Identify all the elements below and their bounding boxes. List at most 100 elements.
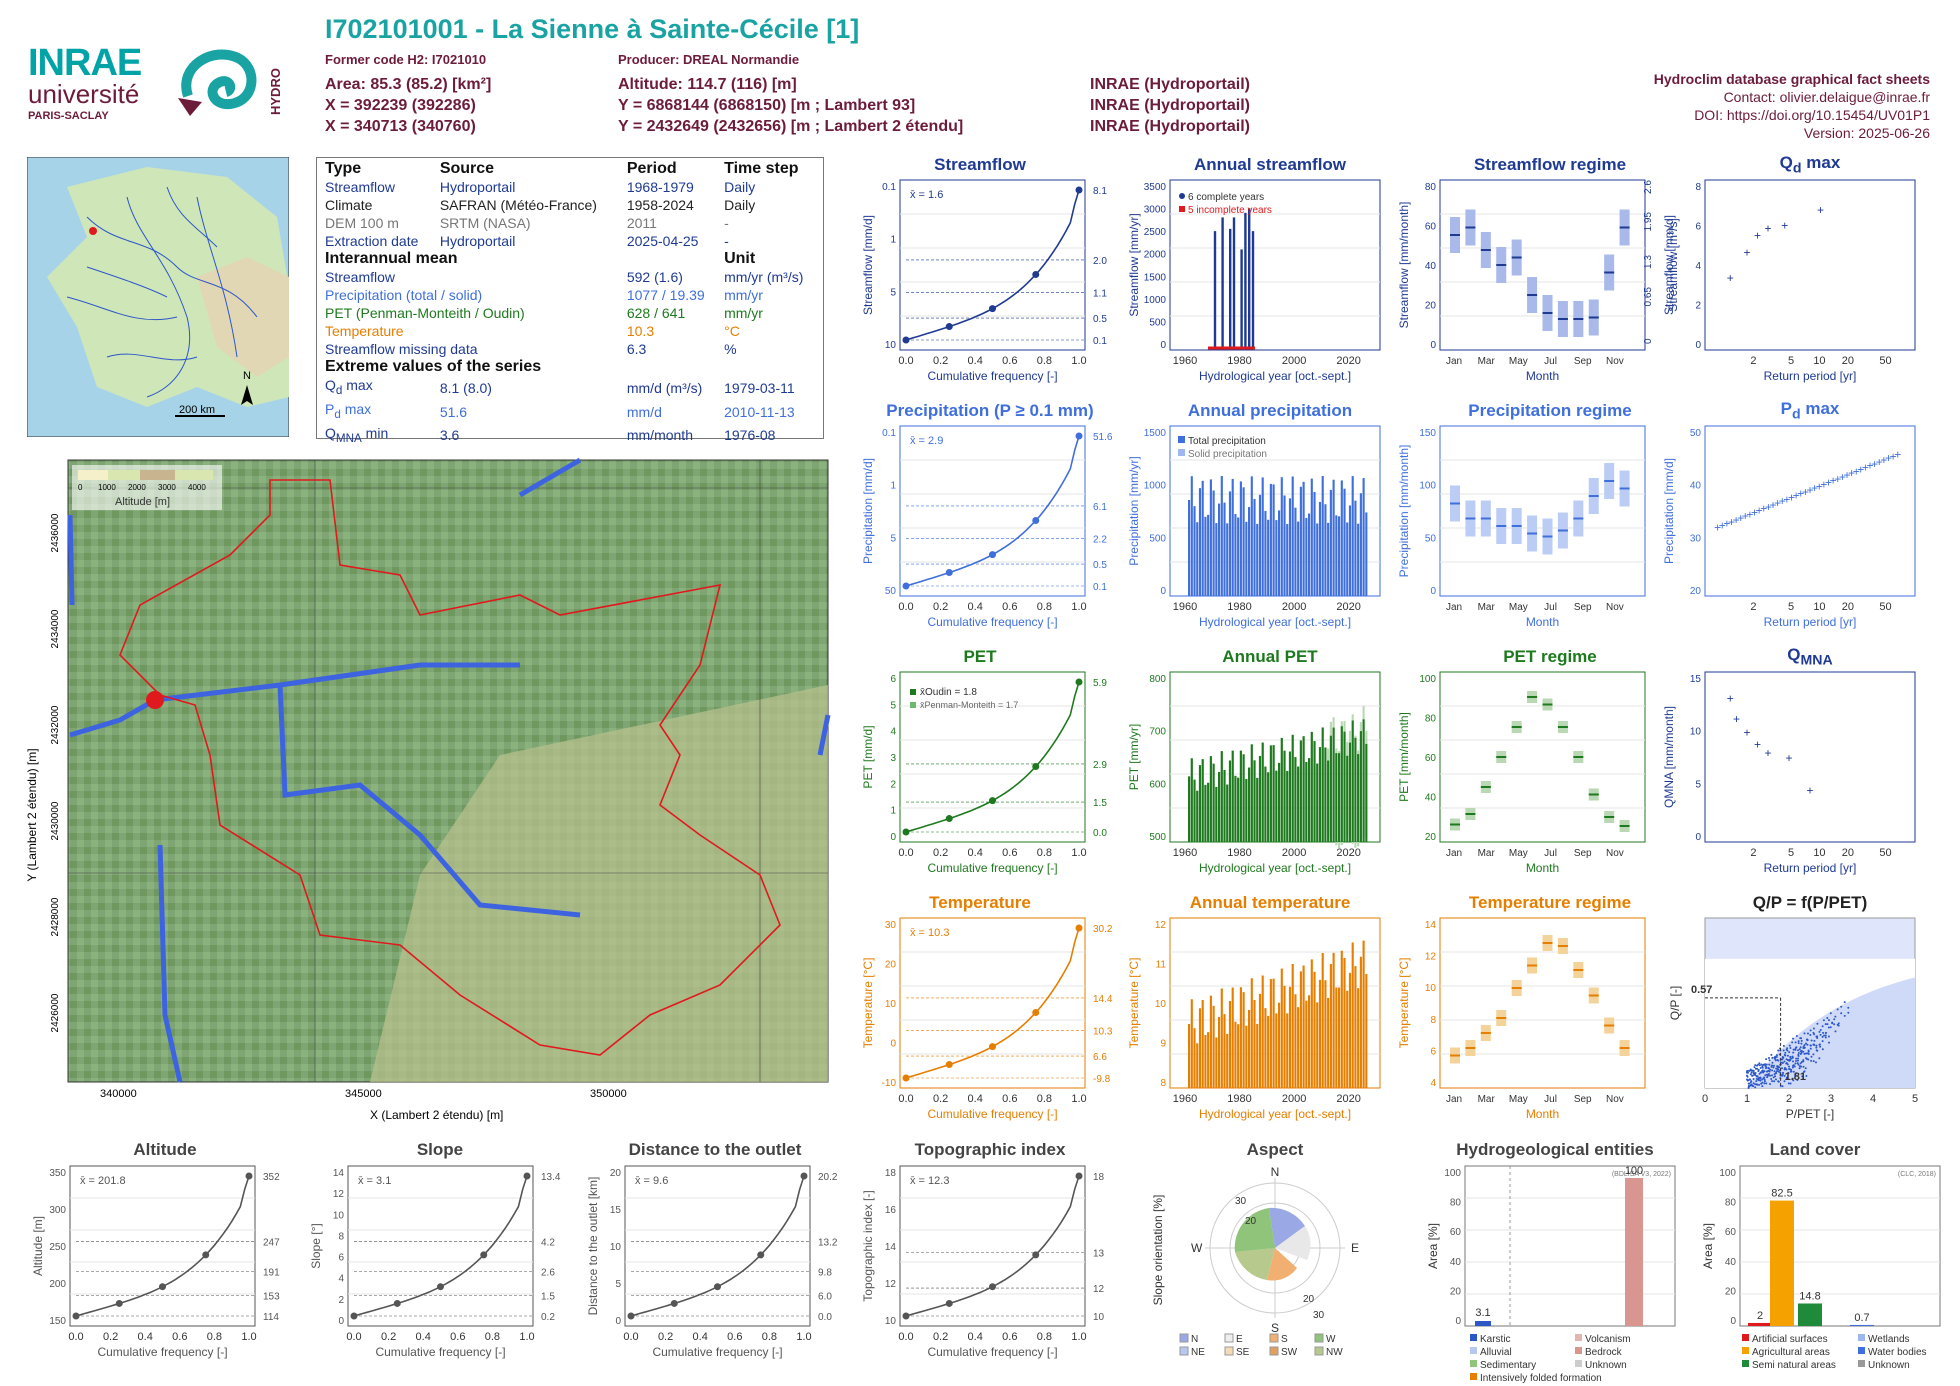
x-tick: Mar [1478, 356, 1496, 367]
legend-marker [1224, 1333, 1234, 1343]
quantile-point [945, 569, 953, 577]
bar [1357, 754, 1360, 842]
y-tick: 0 [1430, 340, 1436, 351]
qp-point [1788, 1051, 1791, 1054]
qp-point [1763, 1070, 1766, 1073]
qp-point [1752, 1082, 1755, 1085]
legend-marker [1179, 206, 1185, 212]
bar [1313, 971, 1316, 1088]
return-point: + [1764, 746, 1771, 760]
bar [1321, 952, 1324, 1088]
qp-point [1773, 1073, 1776, 1076]
contact[interactable]: Contact: olivier.delaigue@inrae.fr [1723, 89, 1930, 105]
qp-point [1753, 1073, 1756, 1076]
qp-point [1781, 1073, 1784, 1076]
altitude: Altitude: 114.7 (116) [m] [618, 76, 797, 93]
map-x-tick: 345000 [345, 1088, 382, 1100]
y-label: PET [mm/d] [861, 725, 875, 788]
bar [1338, 516, 1341, 596]
legend-label: Solid precipitation [1188, 449, 1267, 460]
y-label: Temperature [°C] [861, 958, 875, 1049]
y-tick: 6 [890, 674, 896, 685]
qp-point [1792, 1064, 1795, 1067]
source-1: INRAE (Hydroportail) [1090, 76, 1250, 93]
bar [1340, 950, 1343, 1088]
x-label: Return period [yr] [1764, 369, 1857, 383]
x-tick: 0.4 [968, 1331, 983, 1343]
quantile-point [902, 336, 910, 344]
x-tick: 2 [1750, 601, 1756, 613]
qp-point [1791, 1066, 1794, 1069]
row-period: 1968-1979 [626, 179, 694, 195]
qp-point [1829, 1026, 1832, 1029]
legend-label: 5 incomplete years [1188, 205, 1272, 216]
mean-label: x̄ = 12.3 [910, 1175, 949, 1187]
legend-label: 6 complete years [1188, 192, 1264, 203]
qp-point [1814, 1061, 1817, 1064]
qp-point [1824, 1036, 1827, 1039]
qp-point [1795, 1035, 1798, 1038]
qp-point [1806, 1043, 1809, 1046]
bar [1196, 790, 1199, 842]
title-slope: Slope [416, 1140, 464, 1159]
title-landcover: Land cover [1769, 1140, 1861, 1159]
x-label: P/PET [-] [1786, 1107, 1834, 1121]
bar [1272, 745, 1275, 842]
qp-point [1834, 1030, 1837, 1033]
qp-point [1763, 1082, 1766, 1085]
bar-label: 100 [1625, 1165, 1643, 1177]
bar [1340, 726, 1343, 842]
bar [1223, 502, 1226, 596]
bar [1228, 1000, 1232, 1088]
qp-point [1812, 1027, 1815, 1030]
return-point: + [1785, 751, 1792, 765]
quantile-point [989, 305, 996, 313]
return-point: + [1820, 477, 1827, 491]
bar [1278, 762, 1281, 842]
bar [1215, 786, 1218, 842]
qp-point [1759, 1071, 1762, 1074]
y-tick: 0 [1730, 1316, 1736, 1327]
qp-point [1796, 1079, 1799, 1082]
logo-hydro-icon [178, 49, 257, 116]
x-label: Hydrological year [oct.-sept.] [1199, 369, 1351, 383]
qp-point [1816, 1049, 1819, 1052]
quantile-point [757, 1251, 765, 1259]
qp-point [1759, 1066, 1762, 1069]
qp-point [1768, 1059, 1771, 1062]
scale-label: 200 km [179, 404, 215, 416]
bar [1348, 742, 1352, 842]
qp-point [1756, 1083, 1759, 1086]
qp-point [1823, 1034, 1826, 1037]
qp-point [1821, 1040, 1824, 1043]
right-tick: 0 [1643, 338, 1654, 344]
legend-marker [1314, 1346, 1324, 1356]
y-label: Q/P [-] [1668, 986, 1682, 1020]
ext-value: 8.1 (8.0) [439, 379, 492, 396]
qp-point [1790, 1057, 1793, 1060]
bar [1332, 727, 1335, 842]
doi-link[interactable]: DOI: https://doi.org/10.15454/UV01P1 [1694, 107, 1930, 123]
y-label: Precipitation [mm/d] [861, 458, 875, 564]
qp-point [1758, 1062, 1761, 1065]
bar [1327, 522, 1330, 596]
bar [1212, 1005, 1215, 1088]
legend-label: NW [1326, 1347, 1343, 1358]
return-point: + [1848, 466, 1855, 480]
bar [1190, 999, 1193, 1088]
bar [1362, 719, 1365, 842]
y-tick: 20 [1690, 586, 1702, 597]
y-tick: 16 [885, 1205, 897, 1216]
bar [1188, 500, 1191, 596]
qp-point [1799, 1037, 1802, 1040]
qp-point [1815, 1035, 1818, 1038]
bar [1278, 510, 1281, 596]
title-temperature-regime: Temperature regime [1468, 893, 1632, 912]
return-point: + [1779, 494, 1786, 508]
bar [1310, 478, 1313, 596]
legend-label: Unknown [1868, 1360, 1910, 1371]
legend-label: Alluvial [1480, 1347, 1512, 1358]
y-tick: 250 [49, 1242, 66, 1253]
qp-point [1794, 1074, 1797, 1077]
mean-key: Temperature [325, 323, 404, 339]
